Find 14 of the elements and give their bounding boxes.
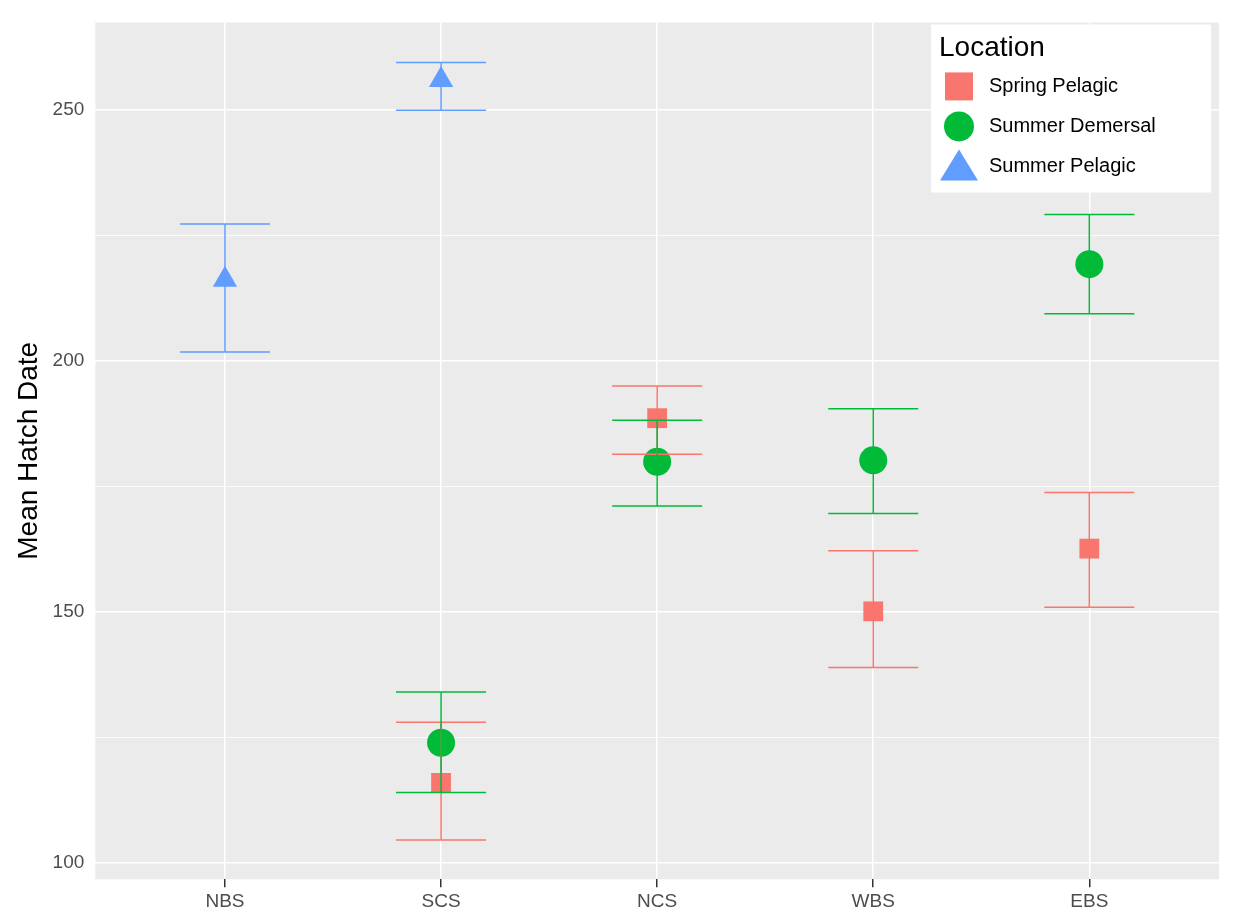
y-axis-title: Mean Hatch Date [11,341,43,560]
y-tick-label: 250 [52,98,85,120]
x-tick-label: NBS [205,889,245,911]
x-tick-label: WBS [851,889,895,911]
y-tick-label: 100 [52,850,85,872]
legend-label: Summer Pelagic [989,153,1136,176]
x-tick-label: SCS [421,889,461,911]
legend-label: Spring Pelagic [989,73,1118,96]
x-tick-label: EBS [1070,889,1109,911]
legend-title: Location [939,31,1045,63]
x-tick-label: NCS [637,889,678,911]
y-tick-label: 200 [52,349,85,371]
legend-label: Summer Demersal [989,113,1156,136]
y-tick-label: 150 [52,600,85,622]
